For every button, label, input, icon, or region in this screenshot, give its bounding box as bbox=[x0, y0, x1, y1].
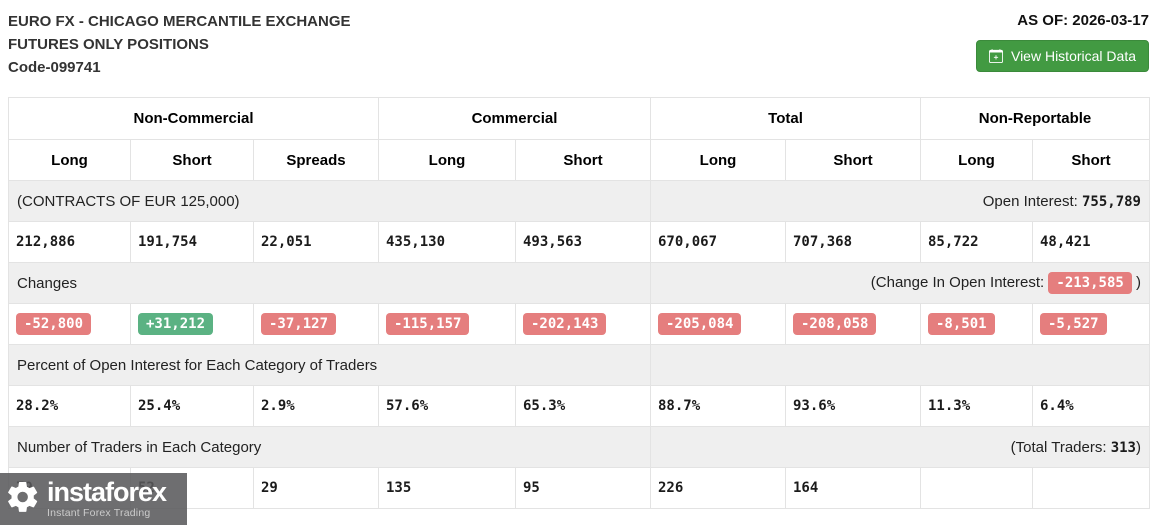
traders-label: Number of Traders in Each Category bbox=[8, 426, 651, 468]
page-header: EURO FX - CHICAGO MERCANTILE EXCHANGE FU… bbox=[8, 10, 1149, 79]
col-c-short: Short bbox=[515, 139, 651, 181]
trd-c-short: 95 bbox=[515, 467, 651, 509]
traders-band-row: Number of Traders in Each Category (Tota… bbox=[8, 426, 1150, 468]
total-traders-prefix: (Total Traders: bbox=[1010, 438, 1107, 456]
percents-row: 28.2% 25.4% 2.9% 57.6% 65.3% 88.7% 93.6%… bbox=[8, 385, 1150, 427]
percent-label: Percent of Open Interest for Each Catego… bbox=[8, 344, 651, 386]
open-interest-label: Open Interest: bbox=[982, 192, 1078, 210]
change-badge: -115,157 bbox=[386, 313, 470, 335]
view-historical-data-label: View Historical Data bbox=[1010, 48, 1136, 64]
change-badge: -52,800 bbox=[16, 313, 92, 335]
change-badge: -205,084 bbox=[658, 313, 742, 335]
contracts-label: (CONTRACTS OF EUR 125,000) bbox=[8, 180, 651, 222]
col-nc-short: Short bbox=[130, 139, 254, 181]
change-badge: +31,212 bbox=[138, 313, 214, 335]
pos-nc-long: 212,886 bbox=[8, 221, 131, 263]
pct-nr-long: 11.3% bbox=[920, 385, 1033, 427]
changes-row: -52,800 +31,212 -37,127 -115,157 -202,14… bbox=[8, 303, 1150, 345]
col-nr-long: Long bbox=[920, 139, 1033, 181]
group-non-reportable: Non-Reportable bbox=[920, 97, 1150, 140]
instaforex-watermark: instaforex Instant Forex Trading bbox=[0, 473, 187, 525]
open-interest-cell: Open Interest: 755,789 bbox=[650, 180, 1150, 222]
group-non-commercial: Non-Commercial bbox=[8, 97, 379, 140]
subheader-row: Long Short Spreads Long Short Long Short… bbox=[8, 139, 1150, 181]
trd-nr-short bbox=[1032, 467, 1150, 509]
as-of-date: AS OF: 2026-03-17 bbox=[1017, 12, 1149, 29]
chg-t-long: -205,084 bbox=[650, 303, 786, 345]
percent-band-row: Percent of Open Interest for Each Catego… bbox=[8, 344, 1150, 386]
pct-c-short: 65.3% bbox=[515, 385, 651, 427]
change-badge: -37,127 bbox=[261, 313, 337, 335]
cot-table: Non-Commercial Commercial Total Non-Repo… bbox=[8, 97, 1150, 509]
chg-c-long: -115,157 bbox=[378, 303, 516, 345]
page-title: EURO FX - CHICAGO MERCANTILE EXCHANGE bbox=[8, 13, 351, 30]
pos-nc-short: 191,754 bbox=[130, 221, 254, 263]
header-right: AS OF: 2026-03-17 View Historical Data bbox=[975, 10, 1149, 72]
pos-c-short: 493,563 bbox=[515, 221, 651, 263]
trd-nr-long bbox=[920, 467, 1033, 509]
instaforex-brand: instaforex bbox=[47, 477, 167, 508]
trd-c-long: 135 bbox=[378, 467, 516, 509]
instaforex-gear-icon bbox=[5, 479, 41, 520]
change-badge: -5,527 bbox=[1040, 313, 1107, 335]
col-t-short: Short bbox=[785, 139, 921, 181]
trd-t-long: 226 bbox=[650, 467, 786, 509]
calendar-plus-icon bbox=[988, 49, 1003, 63]
pct-nr-short: 6.4% bbox=[1032, 385, 1150, 427]
col-nr-short: Short bbox=[1032, 139, 1150, 181]
group-header-row: Non-Commercial Commercial Total Non-Repo… bbox=[8, 97, 1150, 140]
change-badge: -208,058 bbox=[793, 313, 877, 335]
pos-nr-long: 85,722 bbox=[920, 221, 1033, 263]
change-oi-suffix: ) bbox=[1136, 274, 1141, 291]
pos-t-long: 670,067 bbox=[650, 221, 786, 263]
group-total: Total bbox=[650, 97, 921, 140]
chg-nc-long: -52,800 bbox=[8, 303, 131, 345]
open-interest-value: 755,789 bbox=[1081, 193, 1141, 210]
chg-c-short: -202,143 bbox=[515, 303, 651, 345]
pos-t-short: 707,368 bbox=[785, 221, 921, 263]
change-badge: -202,143 bbox=[523, 313, 607, 335]
changes-label: Changes bbox=[8, 262, 651, 304]
chg-nr-short: -5,527 bbox=[1032, 303, 1150, 345]
pct-c-long: 57.6% bbox=[378, 385, 516, 427]
col-c-long: Long bbox=[378, 139, 516, 181]
pos-nc-spreads: 22,051 bbox=[253, 221, 379, 263]
pct-t-short: 93.6% bbox=[785, 385, 921, 427]
instaforex-text-block: instaforex Instant Forex Trading bbox=[47, 477, 167, 520]
change-oi-prefix: (Change In Open Interest: bbox=[870, 274, 1045, 291]
col-nc-long: Long bbox=[8, 139, 131, 181]
contracts-band-row: (CONTRACTS OF EUR 125,000) Open Interest… bbox=[8, 180, 1150, 222]
trd-nc-spreads: 29 bbox=[253, 467, 379, 509]
pct-nc-long: 28.2% bbox=[8, 385, 131, 427]
trd-t-short: 164 bbox=[785, 467, 921, 509]
change-oi-badge: -213,585 bbox=[1048, 272, 1132, 294]
total-traders-cell: (Total Traders: 313) bbox=[650, 426, 1150, 468]
changes-band-row: Changes (Change In Open Interest: -213,5… bbox=[8, 262, 1150, 304]
positions-row: 212,886 191,754 22,051 435,130 493,563 6… bbox=[8, 221, 1150, 263]
col-t-long: Long bbox=[650, 139, 786, 181]
chg-t-short: -208,058 bbox=[785, 303, 921, 345]
chg-nc-short: +31,212 bbox=[130, 303, 254, 345]
pct-nc-short: 25.4% bbox=[130, 385, 254, 427]
instaforex-tagline: Instant Forex Trading bbox=[47, 507, 151, 520]
chg-nr-long: -8,501 bbox=[920, 303, 1033, 345]
change-badge: -8,501 bbox=[928, 313, 995, 335]
total-traders-suffix: ) bbox=[1136, 438, 1141, 456]
view-historical-data-button[interactable]: View Historical Data bbox=[975, 40, 1149, 72]
pct-nc-spreads: 2.9% bbox=[253, 385, 379, 427]
percent-band-right bbox=[650, 344, 1150, 386]
page-subtitle: FUTURES ONLY POSITIONS bbox=[8, 36, 209, 53]
pct-t-long: 88.7% bbox=[650, 385, 786, 427]
total-traders-value: 313 bbox=[1110, 439, 1136, 456]
pos-nr-short: 48,421 bbox=[1032, 221, 1150, 263]
title-block: EURO FX - CHICAGO MERCANTILE EXCHANGE FU… bbox=[8, 10, 351, 79]
group-commercial: Commercial bbox=[378, 97, 651, 140]
col-nc-spreads: Spreads bbox=[253, 139, 379, 181]
contract-code: Code-099741 bbox=[8, 59, 101, 76]
chg-nc-spreads: -37,127 bbox=[253, 303, 379, 345]
pos-c-long: 435,130 bbox=[378, 221, 516, 263]
change-oi-cell: (Change In Open Interest: -213,585 ) bbox=[650, 262, 1150, 304]
